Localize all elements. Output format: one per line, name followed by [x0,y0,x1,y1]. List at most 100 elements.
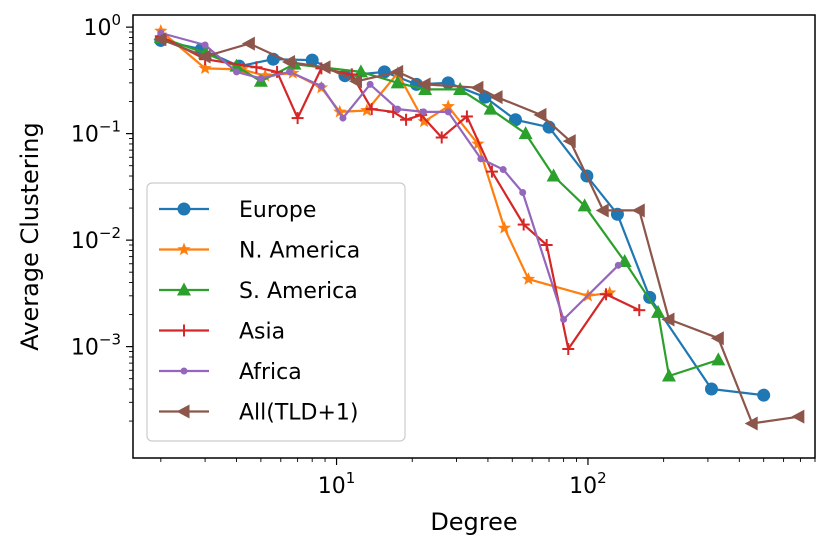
data-point-all-tld-1 [282,55,296,70]
data-point-all-tld-1 [710,331,724,346]
data-point-asia [562,343,575,356]
y-tick-label: 100 [83,11,121,41]
y-tick-label: 10−2 [71,224,121,254]
data-point-n-america [198,61,212,75]
series-line-all-tld-1 [160,38,799,425]
legend-label: Asia [239,320,285,345]
data-point-africa [201,41,209,49]
legend-marker [177,282,191,296]
series-line-africa [160,31,620,321]
legend-label: S. America [239,279,358,304]
legend-label: Africa [239,360,302,385]
data-point-africa [444,108,452,116]
data-point-asia [517,218,530,231]
data-point-africa [317,82,325,90]
series-all-tld-1 [153,32,805,431]
y-tick-label: 10−3 [71,331,121,361]
data-point-africa [286,68,294,76]
data-point-all-tld-1 [470,80,484,95]
data-point-africa [519,189,527,197]
data-point-asia [435,131,448,144]
legend-entry-europe: Europe [159,198,316,223]
data-point-all-tld-1 [744,416,758,431]
data-point-n-america [333,104,347,118]
data-point-europe [704,382,718,396]
data-point-all-tld-1 [489,90,503,105]
data-point-africa [477,155,485,163]
data-point-all-tld-1 [791,409,805,424]
data-point-asia [460,110,473,123]
data-point-all-tld-1 [153,32,167,47]
x-axis-title: Degree [430,508,517,536]
legend-entry-s-america: S. America [159,279,358,304]
data-point-europe [305,53,319,67]
legend-marker [177,202,191,216]
data-point-africa [614,261,622,269]
data-point-s-america [418,81,433,95]
data-point-asia [365,103,378,116]
legend: Europe N. America S. America Asia Africa All(… [146,182,406,442]
series-africa [157,29,622,323]
legend-marker [180,367,188,375]
data-point-s-america [651,304,666,318]
data-point-n-america [497,221,512,234]
y-tick-label: 10−1 [71,118,121,148]
x-tick-label: 101 [318,469,356,499]
data-point-europe [441,76,455,90]
data-point-all-tld-1 [533,107,547,122]
data-point-africa [366,80,374,88]
legend-entry-n-america: N. America [159,239,360,264]
data-point-asia [485,165,498,178]
data-point-africa [499,166,507,174]
data-point-all-tld-1 [631,203,645,218]
data-point-all-tld-1 [197,49,211,64]
data-point-s-america [546,168,561,182]
data-point-africa [257,74,265,82]
data-point-asia [600,288,613,301]
data-point-n-america [417,114,431,128]
data-point-all-tld-1 [562,134,576,149]
legend-entry-africa: Africa [159,360,302,385]
series-line-n-america [160,30,610,297]
data-point-all-tld-1 [595,203,609,218]
data-point-s-america [577,198,592,212]
data-point-s-america [483,101,498,115]
data-point-all-tld-1 [241,36,255,51]
data-point-africa [420,108,428,116]
data-point-asia [271,65,284,78]
data-point-s-america [661,368,676,382]
data-point-europe [757,388,771,402]
data-point-asia [540,239,553,252]
data-point-all-tld-1 [317,60,331,75]
data-point-asia [400,113,413,126]
legend-label: Europe [239,198,316,223]
legend-box [146,182,406,442]
data-point-all-tld-1 [661,312,675,327]
data-point-all-tld-1 [348,74,362,89]
x-tick-label: 102 [569,469,607,499]
y-axis-title: Average Clustering [16,122,44,350]
legend-entry-all-tld-1: All(TLD+1) [159,401,359,426]
legend-entry-asia: Asia [159,320,285,345]
data-point-n-america [441,99,455,113]
legend-marker [178,324,190,337]
data-point-asia [250,61,263,74]
data-point-n-america [603,285,617,299]
data-point-africa [560,315,568,323]
data-point-africa [233,68,241,76]
legend-marker [177,242,191,256]
data-point-s-america [711,352,726,366]
plot-frame [132,14,816,459]
data-point-africa [394,105,402,113]
data-point-asia [291,112,304,125]
legend-label: N. America [239,239,360,264]
legend-label: All(TLD+1) [239,401,359,426]
data-point-all-tld-1 [390,64,404,79]
data-point-africa [339,114,347,122]
data-point-all-tld-1 [417,77,431,92]
series-layer [153,23,805,431]
data-point-s-america [453,81,468,95]
data-point-s-america [518,126,533,140]
legend-marker [176,404,190,419]
